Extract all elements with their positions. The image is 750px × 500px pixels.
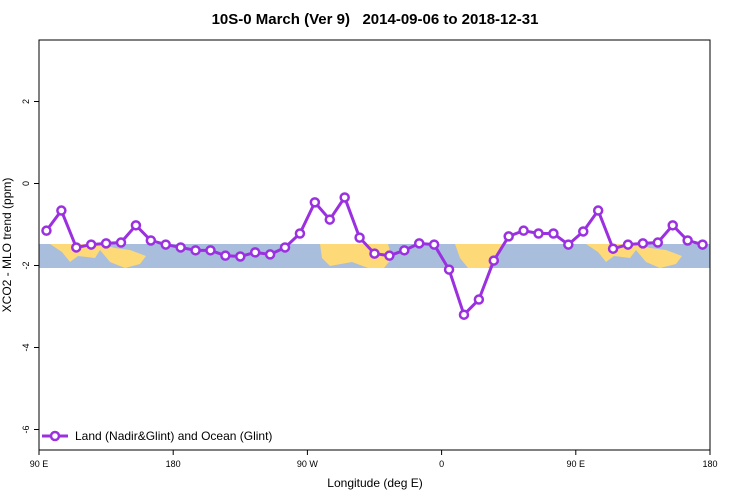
data-point [384, 250, 395, 261]
data-point [100, 238, 112, 249]
x-tick-label: 180 [166, 459, 181, 469]
data-point [354, 232, 365, 243]
data-point [264, 249, 276, 260]
y-axis-label: XCO2 - MLO trend (ppm) [0, 178, 14, 313]
data-point [548, 228, 559, 239]
legend-label: Land (Nadir&Glint) and Ocean (Glint) [75, 429, 272, 443]
x-tick-label: 90 E [30, 459, 49, 469]
data-point [622, 239, 634, 250]
chart-title: 10S-0 March (Ver 9) 2014-09-06 to 2018-1… [212, 11, 539, 28]
data-point [249, 247, 261, 258]
data-point [220, 250, 231, 261]
data-point [279, 242, 291, 253]
x-tick-label: 0 [439, 459, 444, 469]
data-point [85, 239, 97, 250]
data-point [697, 239, 708, 250]
map-strip [39, 244, 710, 268]
x-axis-label: Longitude (deg E) [327, 476, 422, 490]
data-point [443, 264, 455, 275]
data-point [518, 225, 529, 236]
data-point [667, 220, 678, 231]
y-tick-label: -6 [21, 425, 31, 433]
plot-frame [38, 39, 711, 451]
data-point [413, 238, 425, 249]
data-point [563, 239, 574, 250]
data-point [458, 309, 470, 320]
data-point [56, 205, 67, 216]
x-tick-label: 180 [702, 459, 717, 469]
data-point [145, 235, 157, 246]
data-point [190, 245, 201, 256]
y-tick-label: -4 [21, 343, 31, 351]
data-point [71, 242, 82, 253]
data-point [592, 205, 604, 216]
data-point [399, 245, 410, 256]
legend: Land (Nadir&Glint) and Ocean (Glint) [42, 429, 272, 443]
data-point [503, 231, 514, 242]
data-point [235, 251, 246, 262]
data-point [294, 228, 306, 239]
x-tick-label: 90 W [297, 459, 319, 469]
x-tick-label: 90 E [567, 459, 586, 469]
legend-marker [49, 430, 61, 442]
data-point [488, 255, 500, 266]
y-tick-label: -2 [21, 261, 31, 269]
data-point [205, 245, 216, 256]
data-point [578, 226, 589, 237]
data-point [533, 228, 544, 239]
y-tick-label: 0 [21, 181, 31, 186]
data-point [428, 239, 440, 250]
data-point [339, 192, 350, 203]
data-point [160, 239, 171, 250]
data-point [637, 238, 649, 249]
y-tick-label: 2 [21, 99, 31, 104]
data-point [682, 235, 693, 246]
data-point [324, 214, 336, 225]
data-point [607, 243, 619, 254]
data-point [41, 225, 52, 236]
data-point [130, 220, 142, 231]
data-point [473, 294, 485, 305]
data-point [309, 197, 321, 208]
data-point [369, 248, 380, 259]
data-point [175, 242, 186, 253]
data-point [652, 237, 664, 248]
data-point [115, 237, 127, 248]
